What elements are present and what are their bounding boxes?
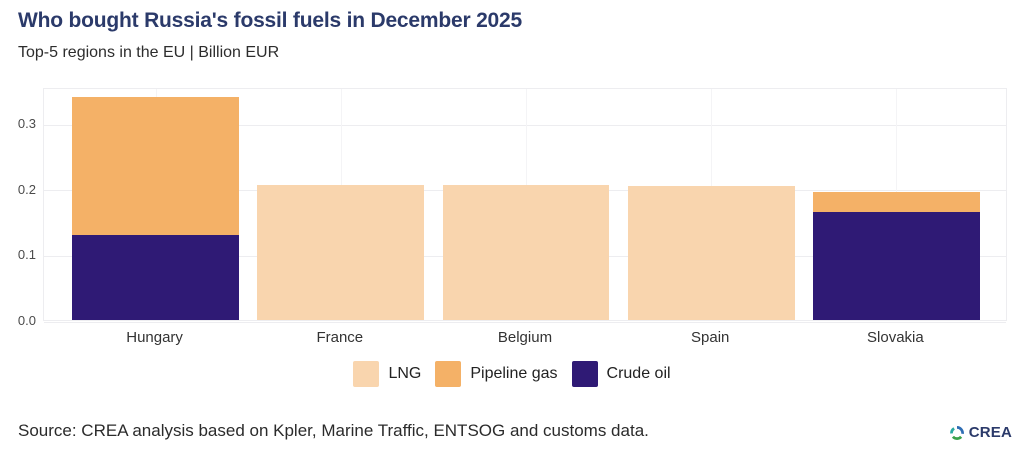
legend-label: LNG: [388, 365, 422, 382]
gridline-horizontal: [44, 321, 1006, 323]
legend-swatch: [571, 361, 598, 387]
x-tick-label: Belgium: [497, 329, 553, 346]
legend-label: Crude oil: [606, 365, 671, 382]
chart-title: Who bought Russia's fossil fuels in Dece…: [18, 9, 522, 32]
plot-area: [43, 88, 1007, 323]
legend-swatch: [353, 361, 380, 387]
legend-item: LNG: [353, 361, 421, 387]
bar-segment: [72, 96, 239, 235]
y-tick-label: 0.3: [17, 116, 36, 132]
crea-swirl-icon: [949, 425, 965, 441]
y-tick-label: 0.2: [17, 181, 36, 197]
chart-subtitle: Top-5 regions in the EU | Billion EUR: [18, 44, 280, 61]
legend-item: Crude oil: [571, 361, 671, 387]
source-note: Source: CREA analysis based on Kpler, Ma…: [18, 421, 649, 440]
crea-wordmark: CREA: [968, 424, 1012, 441]
y-tick-label: 0.0: [17, 313, 36, 328]
bar-segment: [257, 185, 425, 320]
chart-legend: LNG Pipeline gas Crude oil: [0, 361, 1024, 387]
bar-segment: [813, 192, 980, 212]
gridline-horizontal: [44, 124, 1006, 126]
y-tick-label: 0.1: [17, 247, 36, 263]
bar-segment: [813, 211, 980, 320]
x-tick-label: Slovakia: [867, 329, 924, 346]
legend-item: Pipeline gas: [435, 361, 558, 387]
bar-segment: [442, 185, 610, 320]
x-tick-label: Hungary: [126, 329, 183, 346]
legend-label: Pipeline gas: [470, 365, 558, 382]
bar-segment: [627, 186, 795, 320]
bar-segment: [72, 234, 239, 320]
legend-swatch: [435, 361, 462, 387]
crea-logo: CREA: [949, 424, 1012, 441]
x-tick-label: Spain: [691, 329, 730, 346]
x-tick-label: France: [316, 329, 364, 346]
